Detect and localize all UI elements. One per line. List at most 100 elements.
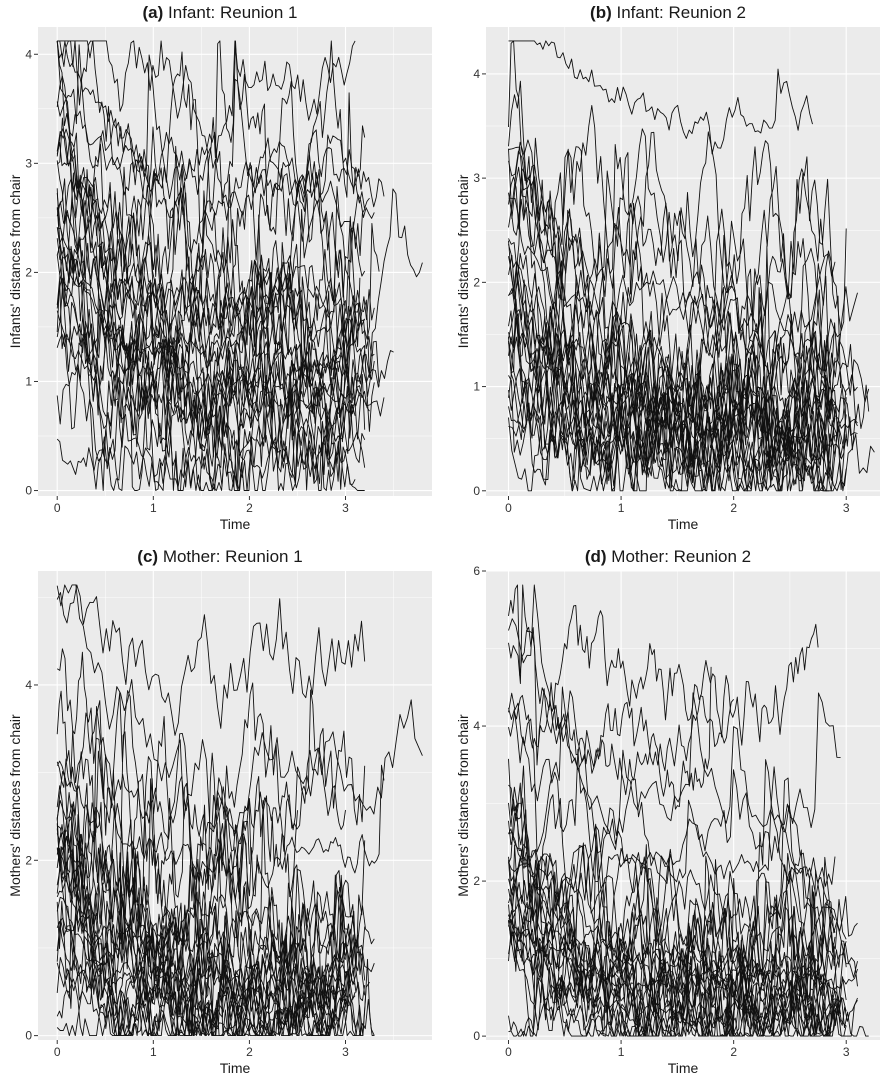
series-line [56, 44, 375, 254]
y-axis-label: Infants' distances from chair [7, 174, 23, 348]
series-line [508, 686, 836, 897]
series-line [508, 234, 830, 492]
x-tick-label: 3 [843, 501, 850, 515]
series-line [56, 254, 356, 491]
series-line [508, 584, 735, 772]
series-line [508, 139, 858, 473]
series-line [508, 240, 836, 476]
series-line [56, 799, 375, 977]
y-tick-label: 4 [473, 719, 480, 733]
y-tick-label: 3 [473, 171, 480, 185]
y-tick-label: 3 [25, 156, 32, 170]
y-axis-label: Infants' distances from chair [455, 174, 471, 348]
y-tick-label: 2 [25, 265, 32, 279]
chart-svg: 0 1 2 3 0 1 2 3 4 Time Infants' distances from cha… [455, 27, 880, 532]
series-line [56, 584, 366, 736]
y-axis-label: Mothers' distances from chair [7, 714, 23, 897]
y-tick-label: 0 [25, 484, 32, 498]
series-line [56, 128, 366, 377]
series-line [56, 273, 361, 409]
x-tick-label: 2 [730, 1045, 737, 1059]
series-line [56, 75, 370, 209]
series-line [508, 131, 842, 389]
series-line [57, 40, 356, 213]
series-line [508, 144, 847, 348]
x-tick-label: 0 [505, 1045, 512, 1059]
series-line [508, 146, 870, 442]
y-axis-label: Mothers' distances from chair [455, 714, 471, 897]
series-line [56, 40, 366, 244]
series-line [56, 169, 375, 391]
series-line [56, 750, 385, 910]
x-tick-label: 0 [505, 501, 512, 515]
panel-title: (a) Infant: Reunion 1 [0, 3, 440, 23]
series-line [508, 150, 841, 372]
y-tick-label: 4 [25, 47, 32, 61]
y-tick-label: 0 [473, 484, 480, 498]
x-tick-label: 1 [618, 501, 625, 515]
series-line [56, 801, 260, 1008]
series-line [508, 766, 813, 961]
y-tick-label: 6 [473, 564, 480, 578]
series-line [508, 584, 841, 851]
x-axis-label: Time [668, 1060, 699, 1076]
chart-panel-b: (b) Infant: Reunion 2 0 1 2 3 0 1 2 3 4 Time Infan… [448, 0, 881, 544]
chart-panel-d: (d) Mother: Reunion 2 0 1 2 3 0 2 4 6 Time Mother… [448, 544, 881, 1088]
series-line [508, 260, 858, 492]
x-tick-label: 2 [730, 501, 737, 515]
series-line [57, 227, 385, 422]
x-tick-label: 1 [618, 1045, 625, 1059]
panel-letter: (b) [590, 3, 612, 22]
x-tick-label: 0 [54, 1045, 61, 1059]
panel-title-text: Infant: Reunion 1 [168, 3, 298, 22]
x-tick-label: 1 [150, 501, 157, 515]
panel-title-text: Mother: Reunion 1 [162, 547, 303, 566]
series-line [57, 40, 385, 208]
x-tick-label: 2 [246, 501, 253, 515]
x-axis-label: Time [668, 516, 699, 532]
x-axis-label: Time [220, 516, 251, 532]
chart-svg: 0 1 2 3 0 1 2 3 4 Time Infants' distances from cha… [7, 27, 432, 532]
panel-title-text: Mother: Reunion 2 [611, 547, 752, 566]
y-tick-label: 1 [473, 380, 480, 394]
series-line [56, 165, 366, 347]
y-tick-label: 2 [473, 874, 480, 888]
x-axis-label: Time [220, 1060, 251, 1076]
series-line [508, 905, 858, 1037]
series-line [56, 918, 370, 1037]
series-line [508, 40, 858, 489]
series-line [508, 844, 869, 1037]
series-line [508, 370, 875, 492]
panel-title-text: Infant: Reunion 2 [616, 3, 746, 22]
series-line [508, 758, 858, 995]
series-line [56, 785, 356, 1037]
x-tick-label: 3 [843, 1045, 850, 1059]
series-line [56, 347, 366, 491]
series-line [56, 40, 366, 348]
x-tick-label: 2 [246, 1045, 253, 1059]
y-tick-label: 0 [473, 1029, 480, 1043]
series-line [56, 874, 356, 1037]
panel-letter: (d) [584, 547, 607, 566]
x-tick-label: 1 [150, 1045, 157, 1059]
series-line [508, 828, 836, 1016]
series-line [56, 905, 346, 1037]
chart-svg: 0 1 2 3 0 2 4 Time Mothers' distances from chair [7, 571, 432, 1076]
series-line [508, 328, 836, 492]
series-line [56, 40, 380, 385]
series-line [508, 797, 836, 1037]
panel-title: (d) Mother: Reunion 2 [448, 547, 881, 567]
y-tick-label: 4 [25, 678, 32, 692]
series-line [56, 770, 356, 1037]
y-tick-label: 4 [473, 67, 480, 81]
series-line [508, 584, 819, 746]
series-line [56, 243, 394, 394]
y-tick-label: 2 [25, 853, 32, 867]
y-tick-label: 0 [25, 1029, 32, 1043]
series-line [56, 207, 346, 491]
series-line [56, 301, 361, 442]
series-line [56, 792, 366, 1034]
chart-panel-a: (a) Infant: Reunion 1 0 1 2 3 0 1 2 3 4 Time Infan… [0, 0, 440, 544]
series-line [56, 160, 370, 437]
y-tick-label: 2 [473, 275, 480, 289]
